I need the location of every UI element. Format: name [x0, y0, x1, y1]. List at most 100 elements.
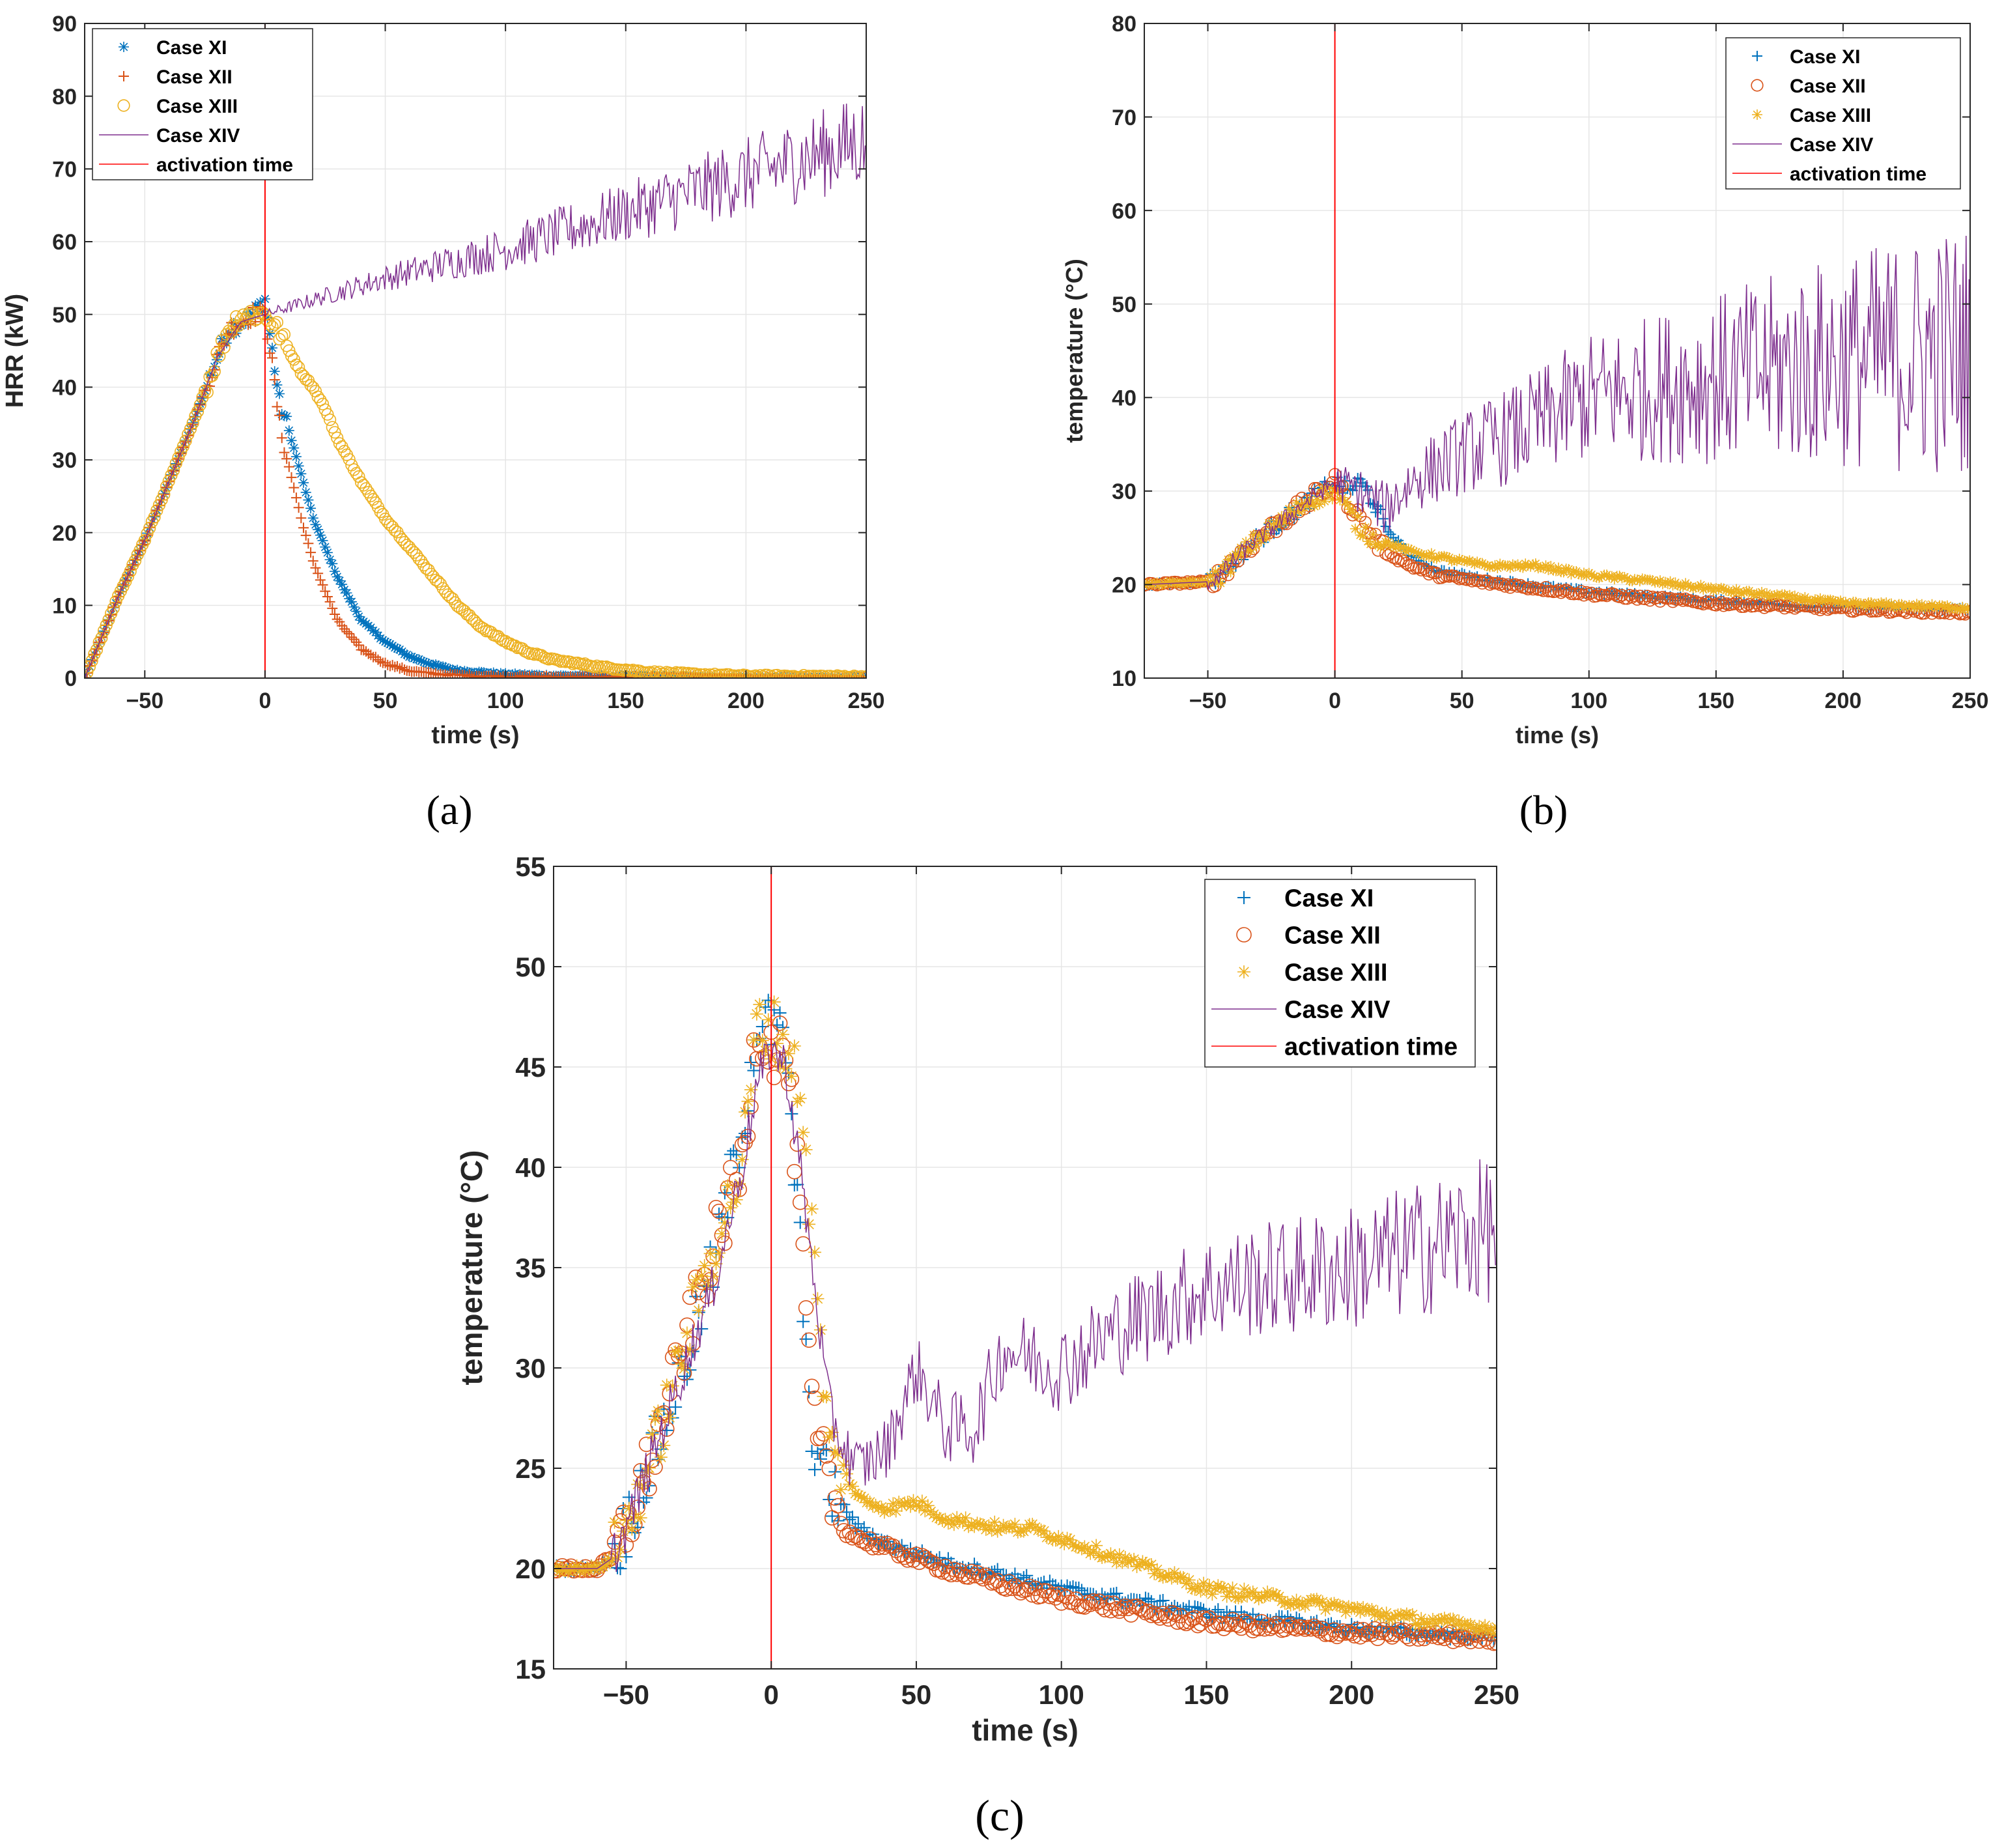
- x-tick-label: 150: [607, 689, 644, 713]
- data-point: [1148, 1567, 1161, 1580]
- data-point: [162, 475, 175, 488]
- data-point: [825, 1425, 839, 1439]
- series-case-xiii: [85, 305, 866, 678]
- data-point: [976, 1518, 990, 1532]
- data-point: [857, 1521, 871, 1535]
- data-point: [1047, 1590, 1064, 1606]
- data-point: [1146, 1606, 1163, 1621]
- data-point: [1220, 1589, 1234, 1603]
- data-point: [196, 391, 209, 404]
- data-point: [1327, 494, 1338, 505]
- legend-marker: [119, 71, 129, 81]
- data-point: [293, 502, 304, 513]
- data-point: [1112, 1603, 1127, 1619]
- data-point: [286, 472, 297, 483]
- data-point: [1060, 1531, 1074, 1545]
- legend-label: Case XIV: [1284, 997, 1390, 1024]
- data-point: [1833, 596, 1844, 607]
- data-point: [1626, 591, 1639, 604]
- data-point: [658, 668, 671, 678]
- data-point: [863, 1495, 877, 1509]
- y-tick-label: 30: [1112, 479, 1136, 504]
- data-point: [289, 482, 300, 493]
- data-point: [1108, 1601, 1125, 1617]
- data-point: [1095, 1551, 1109, 1565]
- data-point: [1051, 1586, 1067, 1602]
- data-point: [1282, 1617, 1299, 1633]
- data-point: [1444, 552, 1455, 563]
- data-point: [1287, 1597, 1301, 1611]
- data-point: [1079, 1595, 1095, 1610]
- y-tick-label: 40: [1112, 386, 1136, 411]
- legend-marker: [1751, 79, 1764, 92]
- data-point: [193, 399, 206, 412]
- data-point: [963, 1563, 980, 1580]
- data-point: [1205, 571, 1216, 582]
- data-point: [1814, 593, 1826, 604]
- data-point: [699, 668, 712, 678]
- data-point: [1268, 522, 1279, 533]
- data-point: [797, 1126, 810, 1139]
- data-point: [1321, 489, 1333, 500]
- data-point: [1176, 1571, 1190, 1585]
- data-point: [1520, 558, 1531, 569]
- data-point: [1412, 562, 1425, 575]
- data-point: [1929, 601, 1940, 612]
- y-tick-label: 55: [515, 851, 546, 882]
- data-point: [1142, 1559, 1155, 1572]
- data-point: [1332, 487, 1343, 498]
- data-point: [947, 1518, 961, 1531]
- data-point: [1198, 1612, 1215, 1628]
- data-point: [293, 461, 304, 472]
- data-point: [1124, 1554, 1138, 1567]
- data-point: [953, 1514, 967, 1528]
- data-point: [401, 539, 414, 552]
- data-point: [930, 1511, 944, 1524]
- data-point: [1665, 576, 1676, 587]
- panel-label: (b): [1519, 787, 1568, 833]
- data-point: [1437, 1612, 1451, 1625]
- data-point: [819, 1448, 834, 1464]
- data-point: [381, 515, 394, 529]
- data-point: [579, 1563, 593, 1577]
- data-point: [1613, 590, 1626, 603]
- data-point: [1329, 1628, 1345, 1645]
- series-line: [1144, 235, 1970, 590]
- data-point: [564, 655, 577, 668]
- data-point: [1856, 598, 1867, 609]
- data-point: [1742, 598, 1756, 611]
- data-point: [1132, 1600, 1148, 1617]
- data-point: [158, 488, 171, 501]
- data-point: [1222, 554, 1234, 565]
- data-point: [898, 1496, 912, 1510]
- data-point: [348, 601, 360, 612]
- legend-label: Case XIV: [156, 125, 240, 147]
- data-point: [802, 670, 815, 678]
- data-point: [1695, 580, 1706, 591]
- data-point: [881, 1503, 894, 1516]
- data-point: [1454, 554, 1465, 565]
- data-point: [1766, 590, 1777, 601]
- data-point: [1303, 1621, 1319, 1637]
- data-point: [1452, 1614, 1466, 1628]
- data-point: [1103, 1602, 1119, 1619]
- data-point: [744, 1083, 757, 1096]
- data-point: [1411, 1618, 1425, 1632]
- data-point: [1455, 1619, 1469, 1632]
- data-point: [322, 547, 333, 558]
- legend-label: Case XII: [156, 66, 233, 88]
- data-point: [1258, 528, 1269, 539]
- y-tick-label: 50: [52, 303, 77, 328]
- data-point: [1594, 573, 1605, 584]
- data-point: [1501, 578, 1514, 591]
- data-point: [1590, 590, 1603, 603]
- data-point: [446, 592, 459, 605]
- data-point: [408, 653, 419, 664]
- y-tick-label: 30: [515, 1353, 546, 1384]
- data-point: [423, 658, 434, 669]
- data-point: [394, 663, 405, 674]
- data-point: [808, 1463, 821, 1477]
- data-point: [290, 492, 302, 504]
- data-point: [1383, 1612, 1396, 1626]
